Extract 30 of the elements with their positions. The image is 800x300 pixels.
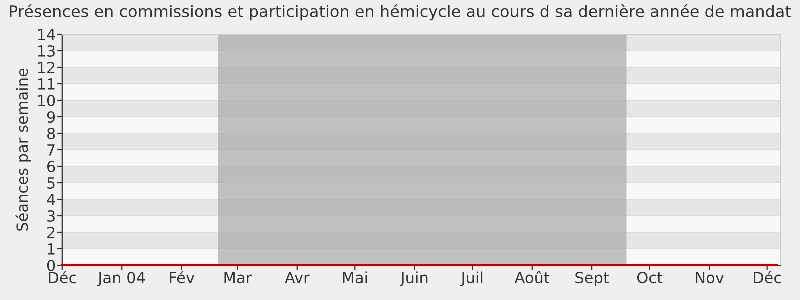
y-tick-label: 2 — [48, 226, 55, 238]
y-tick-label: 0 — [47, 260, 56, 272]
x-tick-label: Fév — [170, 271, 195, 284]
x-tick-label: Sept — [576, 272, 610, 287]
x-tick-label: Mar — [224, 272, 252, 284]
y-tick-label: 1 — [48, 244, 55, 255]
x-tick-label: Juin — [400, 272, 428, 286]
x-tick-label: Août — [514, 271, 550, 284]
x-tick-label: Jan 04 — [97, 272, 146, 286]
y-axis-title: Séances par semaine — [16, 68, 32, 231]
y-tick-label: 9 — [47, 111, 56, 124]
y-tick-label: 11 — [38, 78, 55, 90]
x-tick-label: Oct — [637, 272, 663, 284]
y-tick-label: 6 — [47, 160, 56, 173]
y-tick-label: 14 — [38, 29, 56, 40]
x-tick-label: Avr — [285, 272, 310, 284]
x-tick-label: Mai — [343, 272, 368, 284]
x-tick-label: Juil — [460, 272, 483, 286]
y-tick-label: 3 — [48, 210, 55, 222]
y-tick-label: 7 — [48, 144, 55, 156]
y-tick-label: 10 — [38, 94, 56, 107]
y-tick-label: 12 — [38, 62, 55, 74]
x-tick-label: Déc — [754, 271, 782, 284]
y-tick-label: 4 — [47, 194, 56, 206]
chart-title: Présences en commissions et participation en hémicycle au cours d sa dernière année de mandat — [10, 4, 792, 21]
y-tick-label: 13 — [38, 45, 55, 58]
y-tick-label: 8 — [47, 128, 56, 140]
y-tick-label: 5 — [48, 178, 55, 190]
x-tick-label: Déc — [49, 271, 76, 284]
x-tick-label: Nov — [696, 272, 724, 284]
